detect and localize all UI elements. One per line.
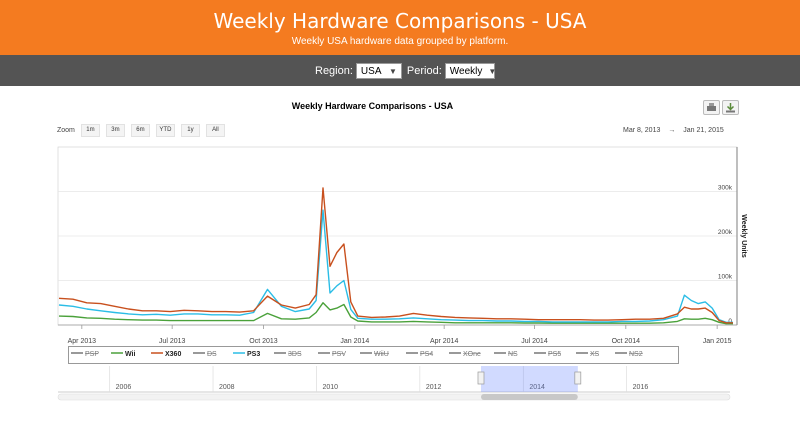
legend-item-ps3: PS3 (247, 351, 260, 358)
navigator-tick-label: 2012 (426, 384, 442, 391)
page-title: Weekly Hardware Comparisons - USA (213, 9, 587, 33)
x-tick-label: Jan 2014 (340, 338, 369, 345)
legend-item-ds: DS (207, 351, 217, 358)
legend (68, 346, 679, 364)
period-label: Period: (406, 65, 442, 77)
region-select[interactable]: USA ▼ (355, 63, 402, 79)
zoom-controls: Zoom 1m 3m 6m YTD 1y All (57, 124, 225, 137)
y-tick-label: 0 (728, 318, 732, 325)
series-line-wii (58, 302, 733, 325)
y-tick-label: 300k (718, 185, 733, 192)
zoom-label: Zoom (57, 127, 75, 134)
download-icon (726, 103, 735, 113)
legend-item-psv: PSV (332, 351, 346, 358)
navigator-tick-label: 2008 (219, 384, 235, 391)
zoom-ytd-button[interactable]: YTD (155, 124, 175, 137)
y-tick-label: 200k (718, 229, 733, 236)
download-button[interactable] (722, 100, 739, 115)
x-tick-label: Jul 2013 (159, 338, 186, 345)
legend-item-ps5: PS5 (548, 351, 561, 358)
chevron-down-icon: ▼ (488, 66, 497, 76)
zoom-1m-button[interactable]: 1m (80, 124, 100, 137)
x-tick-label: Apr 2014 (430, 338, 459, 345)
legend-item-xone: XOne (463, 351, 481, 358)
legend-item-3ds: 3DS (288, 351, 302, 358)
legend-item-ns: NS (508, 351, 518, 358)
zoom-3m-button[interactable]: 3m (105, 124, 125, 137)
legend-item-xs: XS (590, 351, 600, 358)
zoom-6m-button[interactable]: 6m (130, 124, 150, 137)
x-tick-label: Jul 2014 (521, 338, 548, 345)
legend-item-x360: X360 (165, 351, 181, 358)
period-select-value: Weekly (449, 65, 483, 77)
legend-item-ps4: PS4 (420, 351, 433, 358)
navigator-tick-label: 2014 (529, 384, 545, 391)
navigator-handle-left[interactable] (477, 371, 485, 385)
zoom-all-button[interactable]: All (205, 124, 225, 137)
page-subtitle: Weekly USA hardware data grouped by plat… (291, 36, 509, 47)
chevron-down-icon: ▼ (389, 66, 397, 76)
zoom-1y-button[interactable]: 1y (180, 124, 200, 137)
navigator-selection[interactable] (480, 366, 578, 392)
x-tick-label: Oct 2014 (612, 338, 641, 345)
date-separator: → (668, 127, 676, 134)
navigator-handle-right[interactable] (574, 371, 582, 385)
legend-item-psp: PSP (85, 351, 99, 358)
y-tick-label: 100k (718, 274, 733, 281)
region-select-value: USA (360, 65, 382, 77)
series-line-x360 (58, 187, 733, 324)
date-to-input[interactable]: Jan 21, 2015 (683, 127, 724, 134)
printer-icon (707, 103, 716, 111)
x-tick-label: Oct 2013 (249, 338, 278, 345)
navigator-tick-label: 2010 (322, 384, 338, 391)
x-tick-label: Jan 2015 (703, 338, 732, 345)
chart-title: Weekly Hardware Comparisons - USA (291, 101, 454, 111)
filter-bar: Region: USA ▼ Period: Weekly ▼ (0, 55, 800, 86)
navigator-tick-label: 2016 (633, 384, 649, 391)
date-range: Mar 8, 2013 → Jan 21, 2015 (620, 127, 727, 134)
region-label: Region: (315, 65, 353, 77)
print-button[interactable] (703, 100, 720, 115)
navigator-scrollbar-thumb[interactable] (480, 394, 578, 400)
navigator-tick-label: 2006 (116, 384, 132, 391)
legend-item-wiiu: WiiU (374, 351, 389, 358)
period-select[interactable]: Weekly ▼ (444, 63, 497, 79)
date-from-input[interactable]: Mar 8, 2013 (623, 127, 661, 134)
y-axis-title: Weekly Units (740, 214, 747, 258)
navigator-scrollbar-track[interactable] (57, 393, 731, 401)
x-tick-label: Apr 2013 (68, 338, 97, 345)
series-line-ps3 (58, 209, 733, 323)
legend-item-ns2: NS2 (629, 351, 643, 358)
header-banner: Weekly Hardware Comparisons - USA Weekly… (0, 0, 800, 55)
legend-item-wii: Wii (125, 351, 135, 358)
